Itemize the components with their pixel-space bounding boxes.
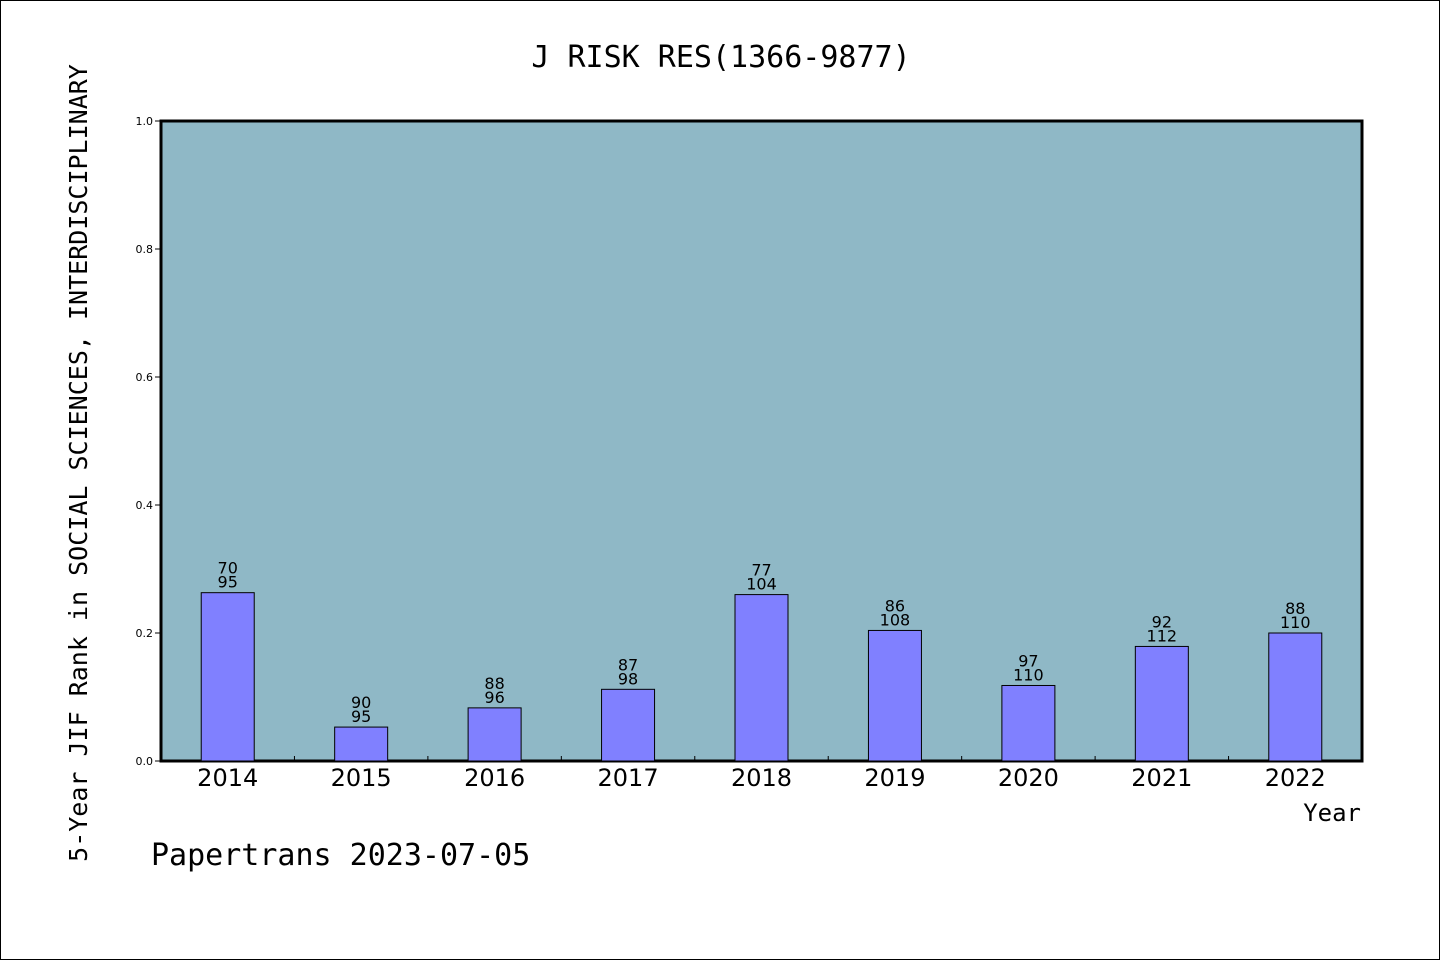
bar-2014: [200, 592, 255, 762]
bar-2019: [867, 629, 922, 762]
data-labels: 7095909588968798771048610897110921128811…: [218, 559, 1311, 726]
y-tick-label: 0.4: [136, 499, 154, 512]
y-tick-label: 0.8: [136, 243, 154, 256]
bar-2017: [601, 688, 656, 762]
bar-2020: [1001, 684, 1056, 762]
x-tick-label: 2014: [197, 764, 258, 792]
rank-label: 90: [351, 693, 371, 712]
total-label: 96: [484, 688, 504, 707]
y-tick-label: 0.6: [136, 371, 154, 384]
rank-label: 87: [618, 655, 638, 674]
bar-2022: [1268, 632, 1323, 762]
x-tick-label: 2015: [331, 764, 392, 792]
bar-series: [200, 592, 1323, 762]
total-label: 110: [1013, 665, 1044, 684]
chart-title: J RISK RES(1366-9877): [531, 40, 910, 75]
total-label: 95: [351, 707, 371, 726]
rank-label: 92: [1152, 612, 1172, 631]
y-tick-label: 0.2: [136, 627, 154, 640]
y-axis-label: 5-Year JIF Rank in SOCIAL SCIENCES, INTE…: [64, 64, 93, 862]
rank-label: 86: [885, 596, 905, 615]
bar-2018: [734, 594, 789, 762]
rank-label: 97: [1018, 651, 1038, 670]
x-axis-label: Year: [1303, 799, 1361, 827]
total-label: 95: [218, 573, 238, 592]
y-tick-label: 0.0: [136, 755, 154, 768]
total-label: 110: [1280, 613, 1311, 632]
y-axis-ticks: 0.0 0.2 0.4 0.6 0.8 1.0: [136, 115, 161, 768]
x-tick-label: 2017: [598, 764, 659, 792]
rank-label: 70: [218, 559, 238, 578]
total-label: 104: [746, 575, 777, 594]
x-tick-label: 2022: [1265, 764, 1326, 792]
x-axis-ticks: 2014 2015 2016 2017 2018 2019 2020 2021 2022: [197, 756, 1326, 792]
total-label: 98: [618, 669, 638, 688]
y-tick-label: 1.0: [136, 115, 154, 128]
total-label: 108: [880, 610, 911, 629]
rank-label: 77: [751, 561, 771, 580]
x-tick-label: 2019: [864, 764, 925, 792]
bar-2016: [467, 707, 522, 762]
rank-label: 88: [484, 674, 504, 693]
rank-label: 88: [1285, 599, 1305, 618]
total-label: 112: [1147, 626, 1178, 645]
bar-2021: [1134, 645, 1189, 762]
x-tick-label: 2021: [1131, 764, 1192, 792]
bar-2015: [334, 726, 389, 762]
x-tick-label: 2020: [998, 764, 1059, 792]
x-tick-label: 2018: [731, 764, 792, 792]
x-tick-label: 2016: [464, 764, 525, 792]
footer-note: Papertrans 2023-07-05: [151, 838, 530, 873]
